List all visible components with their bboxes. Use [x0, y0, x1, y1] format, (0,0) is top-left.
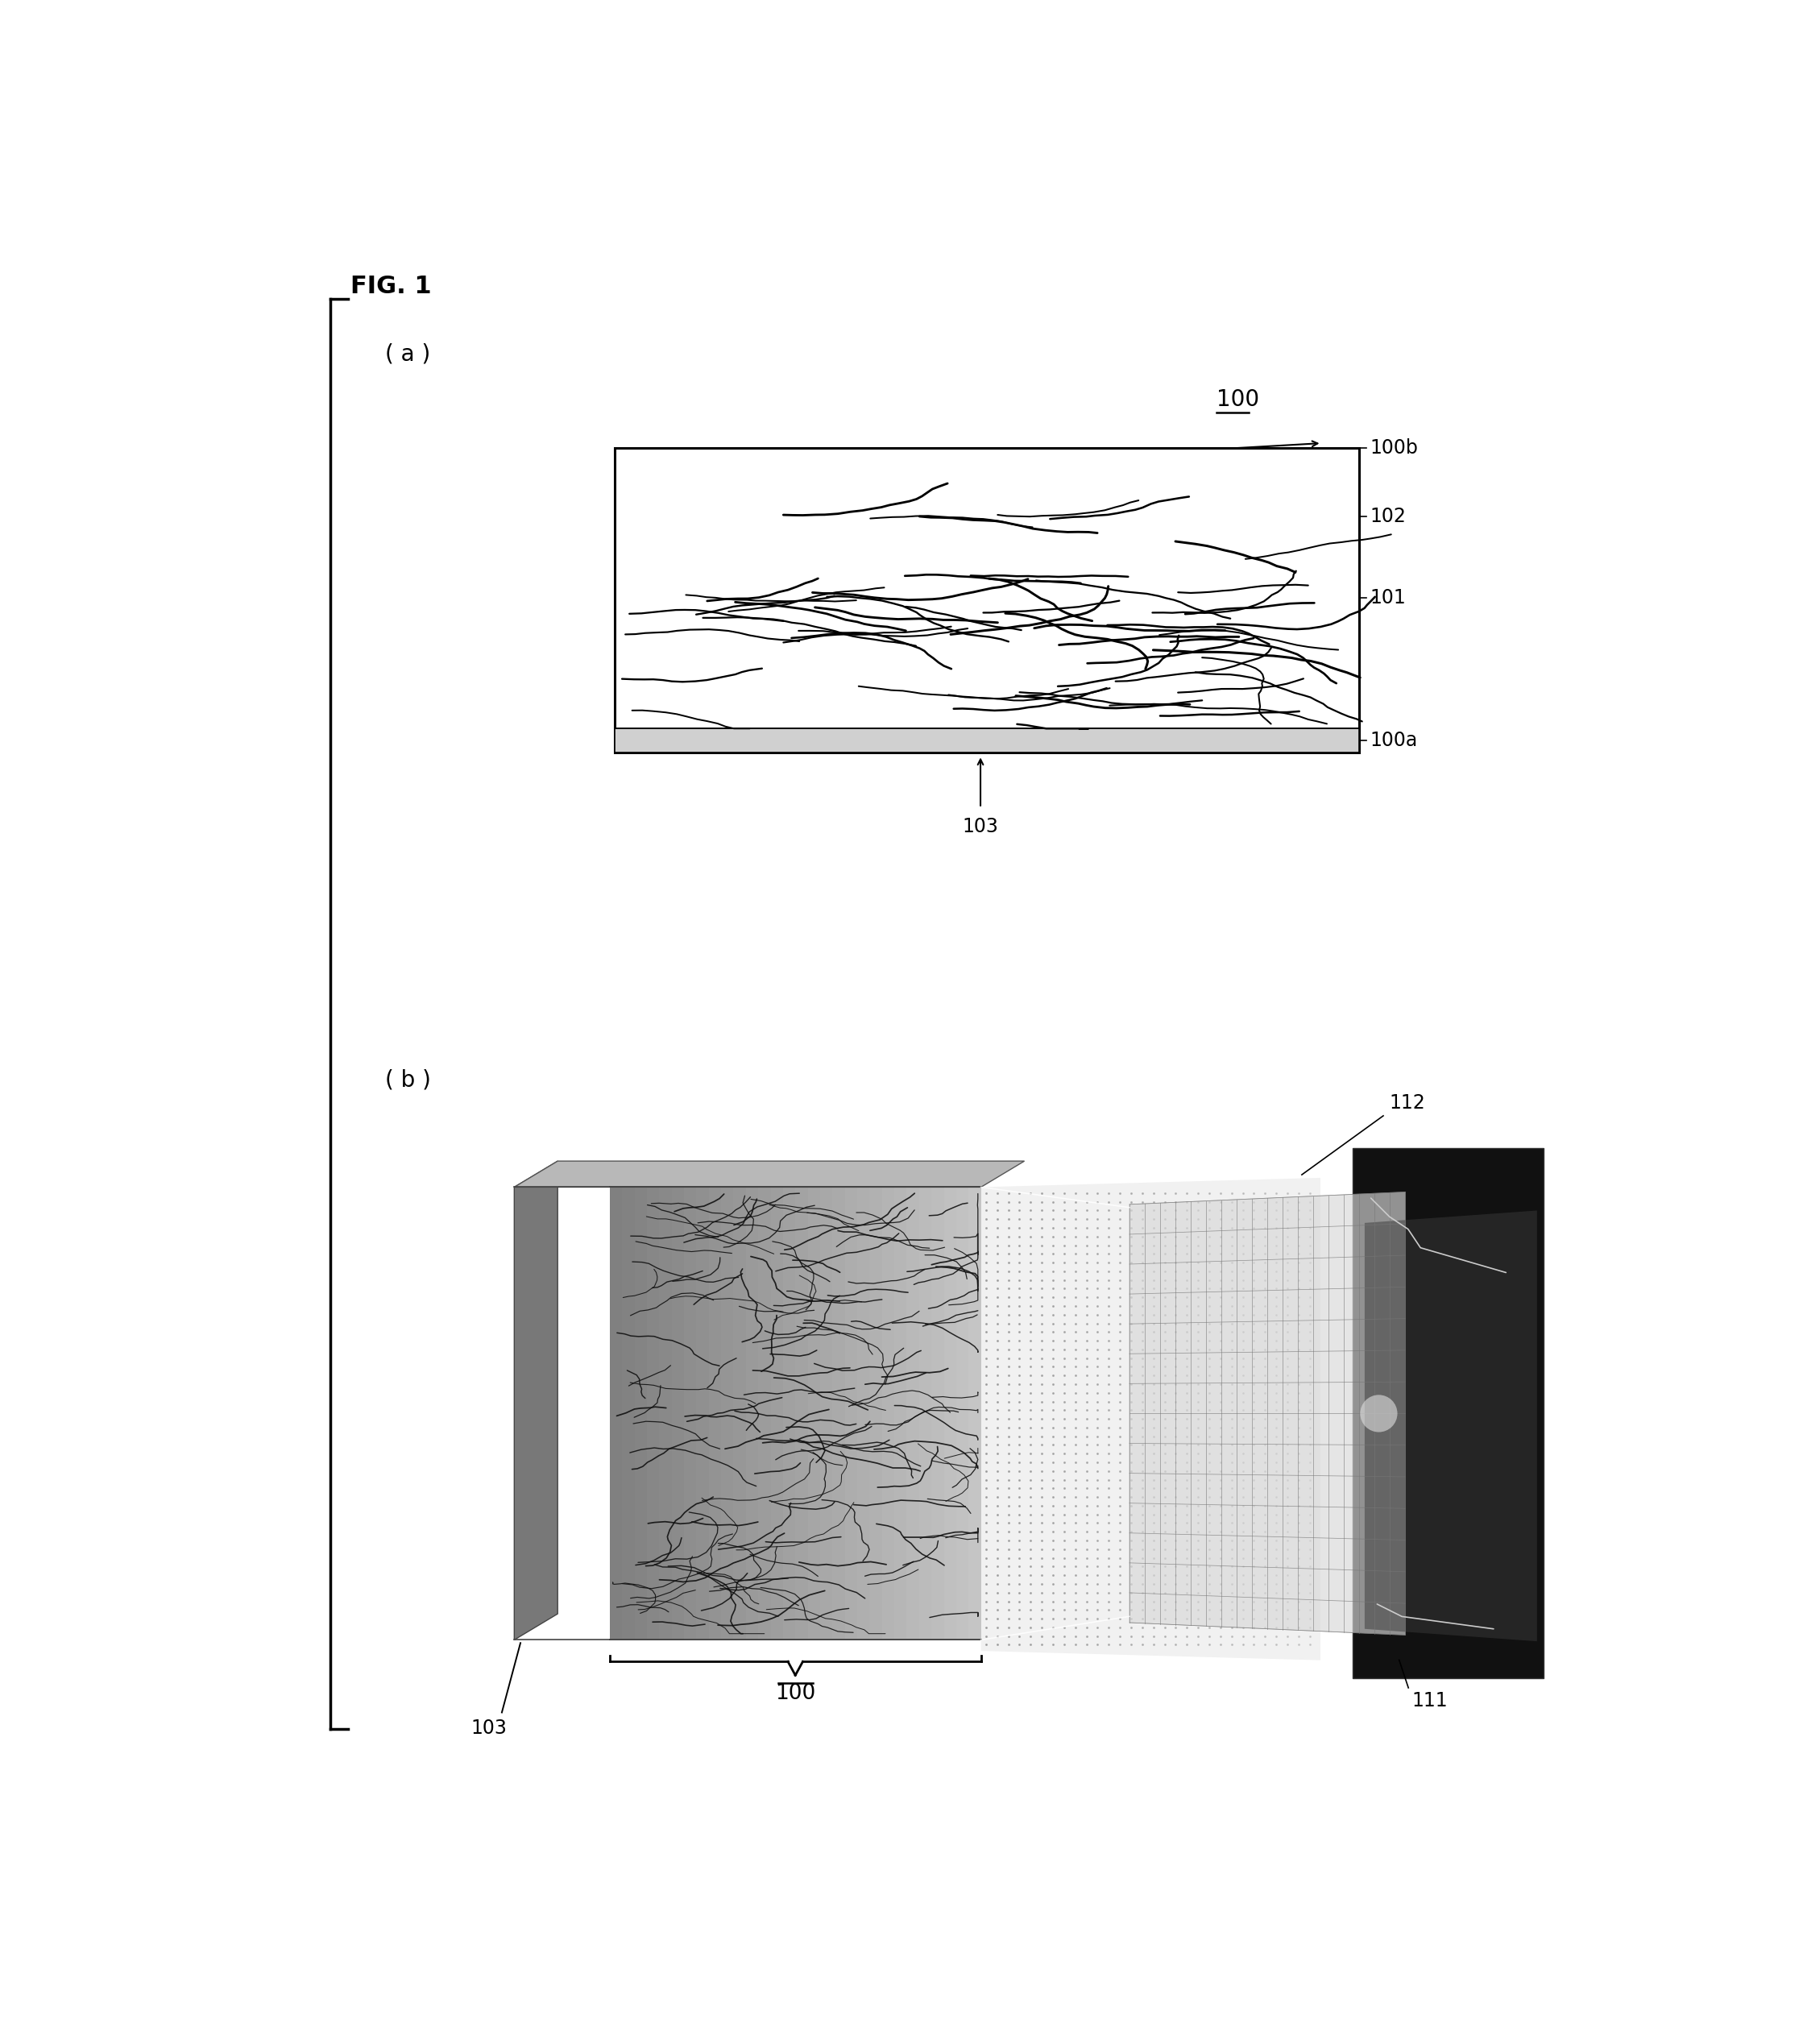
Polygon shape [709, 1188, 721, 1639]
Polygon shape [759, 1188, 770, 1639]
Polygon shape [696, 1188, 709, 1639]
Polygon shape [783, 1188, 795, 1639]
Polygon shape [622, 1188, 635, 1639]
Text: ( a ): ( a ) [386, 343, 431, 366]
Polygon shape [856, 1188, 869, 1639]
Text: ( b ): ( b ) [386, 1069, 431, 1091]
Polygon shape [907, 1188, 920, 1639]
Polygon shape [932, 1188, 943, 1639]
Polygon shape [943, 1188, 956, 1639]
Polygon shape [770, 1188, 783, 1639]
Text: FIG. 1: FIG. 1 [352, 274, 433, 298]
Text: 103: 103 [963, 818, 999, 836]
Polygon shape [894, 1188, 907, 1639]
Polygon shape [795, 1188, 808, 1639]
Polygon shape [920, 1188, 932, 1639]
Polygon shape [647, 1188, 660, 1639]
Polygon shape [721, 1188, 734, 1639]
Polygon shape [635, 1188, 647, 1639]
Polygon shape [820, 1188, 833, 1639]
Polygon shape [514, 1161, 557, 1639]
Bar [615, 728, 1359, 752]
Polygon shape [1365, 1210, 1536, 1641]
Text: 100: 100 [775, 1682, 815, 1703]
Text: 112: 112 [1390, 1094, 1426, 1112]
Text: 101: 101 [1370, 589, 1406, 607]
Polygon shape [846, 1188, 856, 1639]
Polygon shape [1129, 1192, 1405, 1635]
Polygon shape [808, 1188, 820, 1639]
Circle shape [1359, 1394, 1397, 1433]
Polygon shape [833, 1188, 846, 1639]
Polygon shape [968, 1188, 981, 1639]
Polygon shape [956, 1188, 968, 1639]
Polygon shape [660, 1188, 671, 1639]
Text: 100b: 100b [1370, 439, 1419, 458]
Text: 100a: 100a [1370, 730, 1417, 750]
Text: 111: 111 [1412, 1690, 1448, 1711]
Polygon shape [746, 1188, 759, 1639]
Polygon shape [1352, 1149, 1543, 1678]
Polygon shape [671, 1188, 683, 1639]
Text: 100: 100 [1217, 388, 1258, 411]
Polygon shape [514, 1161, 1024, 1188]
Polygon shape [609, 1188, 622, 1639]
Bar [615, 448, 1359, 752]
Polygon shape [882, 1188, 894, 1639]
Polygon shape [734, 1188, 746, 1639]
Polygon shape [981, 1177, 1320, 1660]
Text: 103: 103 [471, 1719, 507, 1737]
Text: 102: 102 [1370, 507, 1406, 527]
Polygon shape [683, 1188, 696, 1639]
Polygon shape [869, 1188, 882, 1639]
